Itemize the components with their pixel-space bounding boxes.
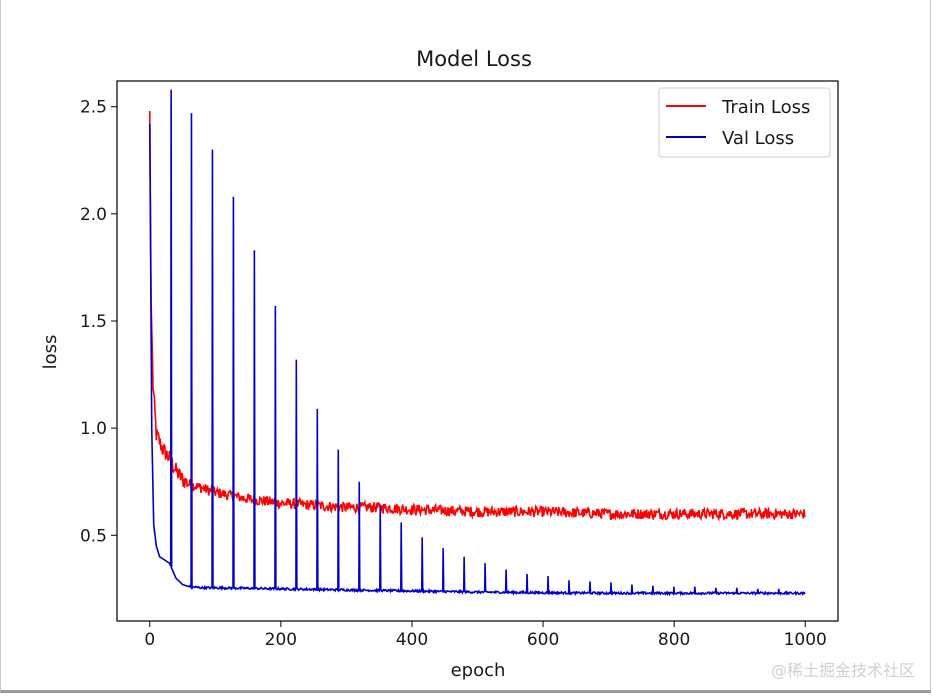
series-group <box>148 89 806 597</box>
train-loss-line <box>148 110 806 522</box>
x-axis-label: epoch <box>451 660 506 681</box>
x-tick-label: 200 <box>265 630 297 650</box>
x-axis-ticks: 0 200 400 600 800 1000 <box>144 621 827 650</box>
y-axis-label: loss <box>40 335 61 370</box>
legend-val-label: Val Loss <box>722 128 794 149</box>
plot-area <box>116 80 839 622</box>
y-axis-ticks: 0.5 1.0 1.5 2.0 2.5 <box>80 98 117 546</box>
x-tick-label: 0 <box>144 630 155 650</box>
x-tick-label: 800 <box>658 630 690 650</box>
y-tick-label: 2.5 <box>80 98 107 118</box>
val-loss-line <box>148 89 806 597</box>
legend: Train Loss Val Loss <box>658 87 831 158</box>
chart-title: Model Loss <box>416 47 532 71</box>
legend-train-label: Train Loss <box>721 97 810 118</box>
y-tick-label: 2.0 <box>80 205 107 225</box>
x-tick-label: 1000 <box>784 630 827 650</box>
x-tick-label: 400 <box>396 630 428 650</box>
y-tick-label: 0.5 <box>80 526 107 546</box>
y-tick-label: 1.0 <box>80 419 107 439</box>
x-tick-label: 600 <box>527 630 559 650</box>
watermark: @稀土掘金技术社区 <box>770 661 915 680</box>
y-tick-label: 1.5 <box>80 312 107 332</box>
